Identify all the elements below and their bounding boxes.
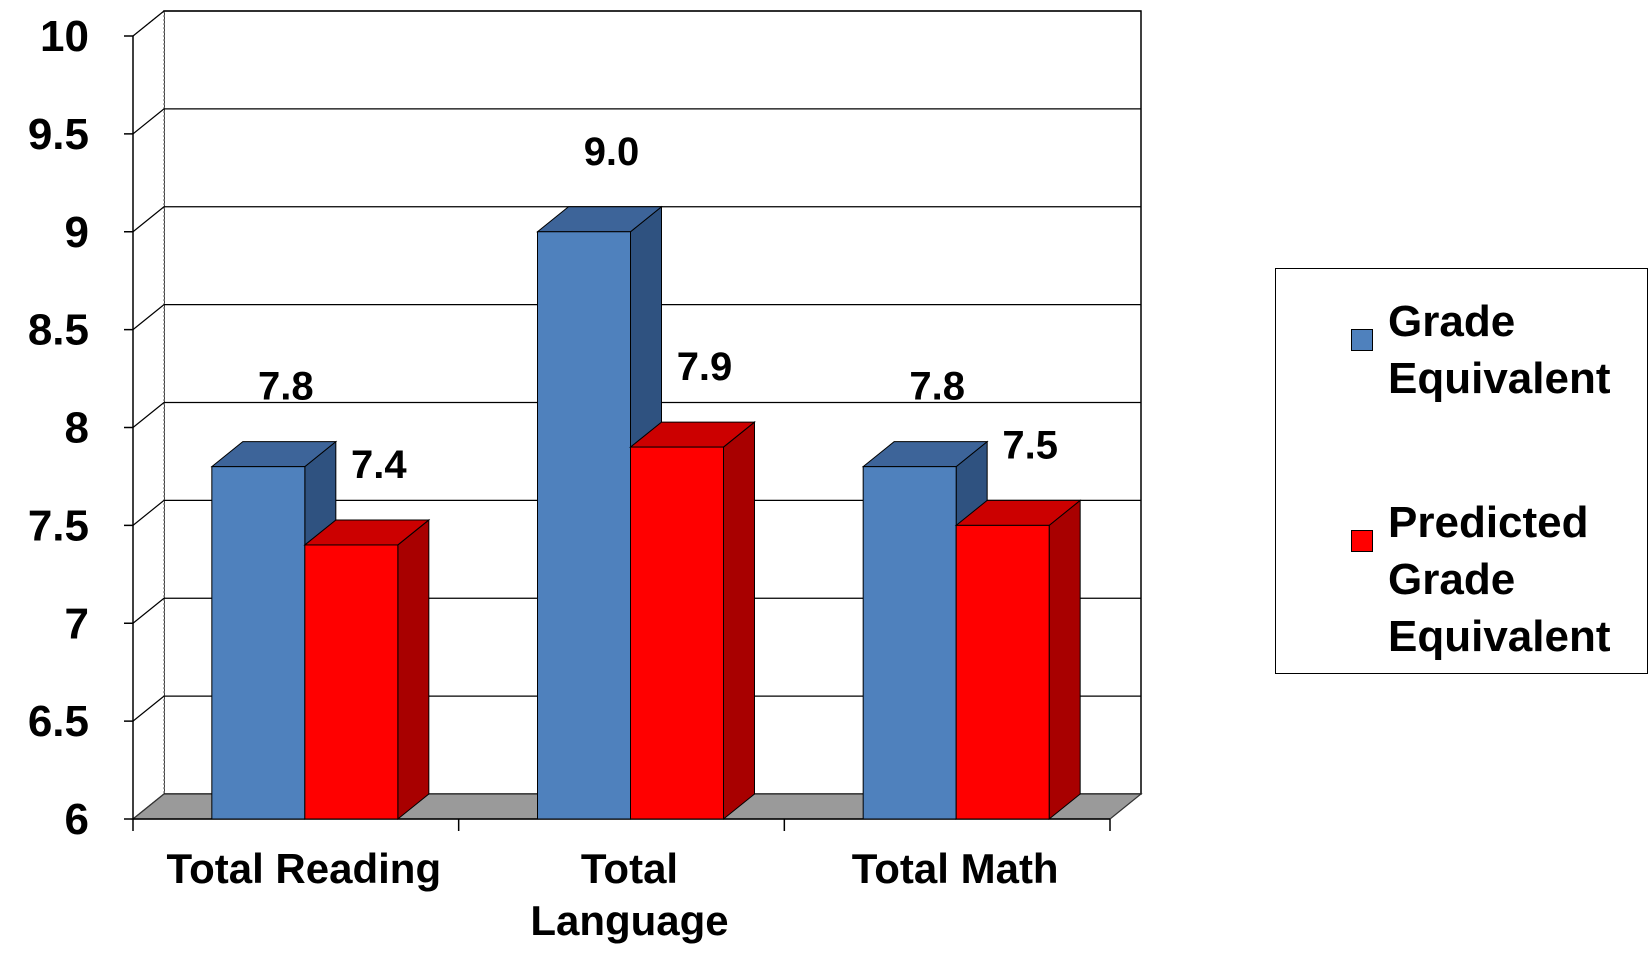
data-labels: 7.8 7.4 9.0 7.9 7.8 7.5 bbox=[258, 130, 1058, 487]
x-axis-category-labels: Total Reading Total Language Total Math bbox=[167, 845, 1059, 944]
data-label-predicted-grade-equivalent-total-language: 7.9 bbox=[677, 345, 733, 389]
bars bbox=[210, 205, 1082, 821]
legend-label-grade-equivalent: Grade Equivalent bbox=[1388, 297, 1611, 403]
y-axis-tick-labels: 6 6.5 7 7.5 8 8.5 9 9.5 10 bbox=[28, 12, 89, 844]
data-label-grade-equivalent-total-reading: 7.8 bbox=[258, 365, 314, 409]
gridline-95 bbox=[132, 108, 1141, 135]
y-tick-label-65: 6.5 bbox=[28, 697, 89, 746]
bar-front-predicted-grade-equivalent-total-language bbox=[630, 446, 724, 820]
y-tick-label-85: 8.5 bbox=[28, 306, 89, 355]
gridline-85 bbox=[132, 304, 1141, 331]
bar-predicted-grade-equivalent-total-reading bbox=[303, 518, 431, 821]
data-label-predicted-grade-equivalent-total-reading: 7.4 bbox=[351, 443, 407, 487]
data-label-predicted-grade-equivalent-total-math: 7.5 bbox=[1002, 423, 1058, 467]
bar-front-predicted-grade-equivalent-total-reading bbox=[304, 544, 399, 820]
bar-front-grade-equivalent-total-reading bbox=[211, 466, 306, 820]
gridline-75 bbox=[132, 499, 1141, 526]
y-tick-label-10: 10 bbox=[40, 12, 89, 61]
gridline-8 bbox=[132, 401, 1141, 428]
data-label-grade-equivalent-total-math: 7.8 bbox=[909, 365, 965, 409]
y-tick-label-95: 9.5 bbox=[28, 110, 89, 159]
bar-front-predicted-grade-equivalent-total-math bbox=[955, 524, 1050, 820]
bar-predicted-grade-equivalent-total-language bbox=[629, 421, 756, 821]
legend: Grade Equivalent Predicted Grade Equival… bbox=[1275, 268, 1648, 674]
y-tick-label-8: 8 bbox=[65, 404, 89, 453]
category-label-total-language: Total Language bbox=[530, 845, 728, 944]
y-tick-label-6: 6 bbox=[65, 795, 89, 844]
gridline-7 bbox=[132, 597, 1141, 624]
legend-swatch-grade-equivalent bbox=[1351, 329, 1373, 351]
gridline-65 bbox=[132, 695, 1141, 722]
data-label-grade-equivalent-total-language: 9.0 bbox=[584, 130, 640, 174]
legend-label-predicted-grade-equivalent: Predicted Grade Equivalent bbox=[1388, 498, 1611, 661]
category-label-total-reading: Total Reading bbox=[167, 845, 442, 892]
y-tick-label-9: 9 bbox=[65, 208, 89, 257]
bar-front-grade-equivalent-total-language bbox=[537, 231, 631, 820]
bar-predicted-grade-equivalent-total-math bbox=[954, 499, 1082, 821]
bar-side-predicted-grade-equivalent-total-math bbox=[1048, 499, 1081, 821]
gridline-9 bbox=[132, 206, 1141, 233]
bar-side-predicted-grade-equivalent-total-language bbox=[723, 421, 755, 821]
y-tick-label-75: 7.5 bbox=[28, 501, 89, 550]
bar-side-predicted-grade-equivalent-total-reading bbox=[397, 518, 430, 821]
gridline-10 bbox=[132, 10, 1141, 37]
y-tick-label-7: 7 bbox=[65, 599, 89, 648]
bar-front-grade-equivalent-total-math bbox=[862, 466, 957, 820]
category-label-total-math: Total Math bbox=[852, 845, 1059, 892]
gridlines bbox=[132, 10, 1141, 820]
legend-swatch-predicted-grade-equivalent bbox=[1351, 530, 1373, 552]
